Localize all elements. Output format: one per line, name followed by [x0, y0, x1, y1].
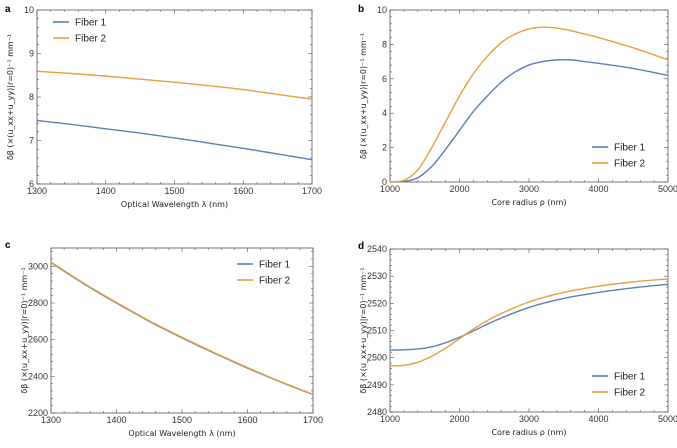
y-tick-label: 8 — [29, 92, 34, 102]
x-axis-label: Core radius ρ (nm) — [491, 428, 566, 437]
x-tick-label: 3000 — [519, 414, 539, 424]
x-tick-label: 4000 — [588, 184, 608, 194]
x-tick-label: 1400 — [106, 415, 126, 425]
y-tick-label: 10 — [24, 5, 34, 15]
y-tick-label: 7 — [29, 136, 34, 146]
y-tick-label: 6 — [382, 74, 387, 84]
x-tick-label: 4000 — [588, 414, 608, 424]
x-tick-label: 1000 — [380, 414, 400, 424]
y-tick-label: 2520 — [367, 298, 387, 308]
y-tick-label: 2490 — [367, 380, 387, 390]
chart-panel-c: c 1300 1400 1500 1600 1700 2200 2400 2600 2800 300… — [5, 240, 323, 438]
series-line-2 — [389, 278, 669, 367]
y-tick-label: 2540 — [367, 244, 387, 254]
x-tick-label: 1700 — [303, 415, 323, 425]
legend: Fiber 1 Fiber 2 — [592, 143, 646, 170]
y-tick-label: 0 — [382, 177, 387, 187]
x-axis-label: Optical Wavelength λ (nm) — [128, 429, 235, 438]
panel-label: b — [358, 4, 364, 15]
y-tick-label: 6 — [29, 179, 34, 189]
y-tick-label: 9 — [29, 49, 34, 59]
y-axis-label: δβ (×(u_xx+u_yy)|r=0)⁻¹ mm⁻¹ — [359, 33, 368, 159]
y-axis-label: δβ (×(u_xx+u_yy)|r=0)⁻¹ mm⁻¹ — [359, 267, 368, 393]
plot-frame — [50, 247, 314, 414]
x-axis-label: Core radius ρ (nm) — [491, 198, 566, 207]
series-line-1 — [36, 119, 313, 161]
legend-entry-1: Fiber 1 — [614, 143, 646, 154]
legend-entry-2: Fiber 2 — [614, 388, 646, 399]
legend: Fiber 1 Fiber 2 — [53, 18, 107, 45]
series-line-2 — [36, 70, 313, 100]
x-tick-label: 1500 — [164, 186, 184, 196]
x-tick-label: 1700 — [302, 186, 322, 196]
plot-frame — [389, 9, 669, 183]
x-axis-label: Optical Wavelength λ (nm) — [121, 200, 228, 209]
x-tick-label: 1500 — [172, 415, 192, 425]
y-tick-label: 2500 — [367, 353, 387, 363]
y-tick-label: 2530 — [367, 271, 387, 281]
x-tick-label: 1300 — [27, 186, 47, 196]
x-tick-label: 1000 — [380, 184, 400, 194]
x-tick-label: 1300 — [41, 415, 61, 425]
y-tick-label: 2800 — [28, 298, 48, 308]
x-tick-label: 2000 — [449, 184, 469, 194]
x-tick-label: 5000 — [658, 414, 677, 424]
series-line-1 — [389, 58, 669, 183]
y-tick-label: 10 — [377, 5, 387, 15]
chart-panel-a: a 1300 1400 1500 1600 1700 6 7 8 9 10 Optical Wavel… — [5, 4, 322, 209]
panel-label: d — [358, 241, 364, 252]
y-tick-label: 4 — [382, 108, 387, 118]
legend-entry-1: Fiber 1 — [259, 260, 291, 271]
y-tick-label: 2480 — [367, 407, 387, 417]
y-tick-label: 2200 — [28, 408, 48, 418]
legend: Fiber 1 Fiber 2 — [592, 372, 646, 399]
panel-label: a — [5, 4, 11, 15]
x-tick-label: 1400 — [96, 186, 116, 196]
legend-entry-2: Fiber 2 — [75, 34, 107, 45]
panel-label: c — [5, 240, 11, 251]
legend-entry-1: Fiber 1 — [75, 18, 107, 29]
series-line-1 — [389, 283, 669, 351]
legend-entry-2: Fiber 2 — [614, 159, 646, 170]
legend-entry-2: Fiber 2 — [259, 276, 291, 287]
x-tick-label: 1600 — [233, 186, 253, 196]
x-tick-label: 1600 — [237, 415, 257, 425]
legend-entry-1: Fiber 1 — [614, 372, 646, 383]
chart-panel-d: d 1000 2000 3000 4000 5000 2480 2490 2500 2510 252… — [358, 241, 677, 437]
series-line-2 — [50, 261, 314, 395]
y-axis-label: δβ (×(u_xx+u_yy)|r=0)⁻¹ mm⁻¹ — [20, 267, 29, 393]
y-tick-label: 2400 — [28, 371, 48, 381]
x-tick-label: 2000 — [449, 414, 469, 424]
y-axis-label: δβ (×(u_xx+u_yy)|r=0)⁻¹ mm⁻¹ — [6, 34, 15, 160]
chart-panel-b: b 1000 2000 3000 4000 5000 0 2 4 6 8 10 Core radius … — [358, 4, 677, 207]
x-tick-label: 5000 — [658, 184, 677, 194]
series-line-2 — [389, 26, 669, 183]
legend: Fiber 1 Fiber 2 — [237, 260, 291, 287]
y-tick-label: 2510 — [367, 326, 387, 336]
x-tick-label: 3000 — [519, 184, 539, 194]
y-tick-label: 2 — [382, 143, 387, 153]
y-tick-label: 8 — [382, 39, 387, 49]
y-tick-label: 2600 — [28, 335, 48, 345]
y-tick-label: 3000 — [28, 261, 48, 271]
